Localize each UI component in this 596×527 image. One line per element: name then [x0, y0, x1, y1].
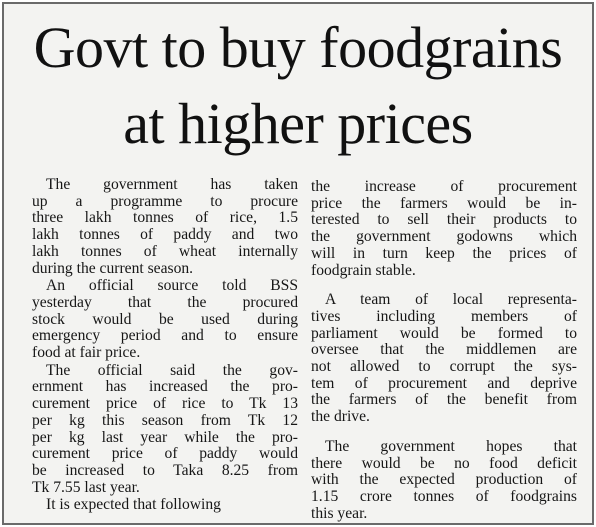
text-column: the increase of procurement price the far… — [311, 179, 577, 523]
text-line: 1.15 crore tonnes of foodgrains — [311, 488, 577, 505]
text-line: parliament would be formed to — [311, 325, 577, 342]
text-line: foodgrain stable. — [311, 262, 416, 279]
text-line: be increased to Taka 8.25 from — [32, 462, 298, 479]
text-line: curement price of paddy would — [32, 446, 298, 463]
text-line: food at fair price. — [32, 345, 141, 362]
text-line: with the expected production of — [311, 472, 577, 489]
text-line: The official said the gov- — [46, 362, 298, 379]
text-line: this year. — [311, 505, 368, 522]
paragraph: The government hopes that there would be … — [311, 439, 577, 523]
text-line: the increase of procurement — [311, 179, 577, 195]
headline: at higher prices — [123, 91, 473, 156]
text-line: the drive. — [311, 409, 370, 426]
text-line: The government has taken — [46, 177, 298, 193]
paragraph: An official source told BSS yesterday tha… — [32, 278, 298, 362]
text-line: tives including members of — [311, 308, 577, 325]
text-line: stock would be used during — [32, 311, 298, 328]
text-column: The government has taken up a programme t… — [32, 177, 298, 515]
text-line: three lakh tonnes of rice, 1.5 — [32, 210, 298, 227]
text-line: curement price of rice to Tk 13 — [32, 396, 298, 413]
text-line: will in turn keep the prices of — [311, 245, 577, 262]
text-line: yesterday that the procured — [32, 294, 298, 311]
text-line: tem of procurement and deprive — [311, 375, 577, 392]
text-line: An official source told BSS — [46, 278, 298, 295]
text-line: oversee that the middlemen are — [311, 342, 577, 359]
paragraph: It is expected that following — [32, 497, 298, 514]
text-line: the government godowns which — [311, 229, 577, 246]
text-line: price the farmers would be in- — [311, 195, 577, 212]
text-line: not allowed to corrupt the sys- — [311, 359, 577, 376]
paragraph: the increase of procurement price the far… — [311, 179, 577, 279]
text-line: during the current season. — [32, 260, 194, 277]
text-line: lakh tonnes of wheat internally — [32, 243, 298, 260]
text-line: Tk 7.55 last year. — [32, 479, 140, 496]
text-line: It is expected that following — [46, 497, 221, 514]
paragraph: The government has taken up a programme t… — [32, 177, 298, 277]
text-line: per kg this season from Tk 12 — [32, 412, 298, 429]
text-line: the farmers of the benefit from — [311, 392, 577, 409]
text-line: The government hopes that — [325, 438, 577, 455]
text-line: up a programme to procure — [32, 193, 298, 210]
headline: Govt to buy foodgrains — [33, 15, 563, 80]
text-line: lakh tonnes of paddy and two — [32, 227, 298, 244]
text-line: A team of local representa- — [325, 292, 577, 309]
text-line: there would be no food deficit — [311, 455, 577, 472]
paragraph: A team of local representa-tives includi… — [311, 292, 577, 426]
text-line: per kg last year while the pro- — [32, 429, 298, 446]
text-line: terested to sell their products to — [311, 212, 577, 229]
text-line: ernment has increased the pro- — [32, 379, 298, 396]
text-line: emergency period and to ensure — [32, 328, 298, 345]
paragraph: The official said the gov-ernment has in… — [32, 363, 298, 497]
